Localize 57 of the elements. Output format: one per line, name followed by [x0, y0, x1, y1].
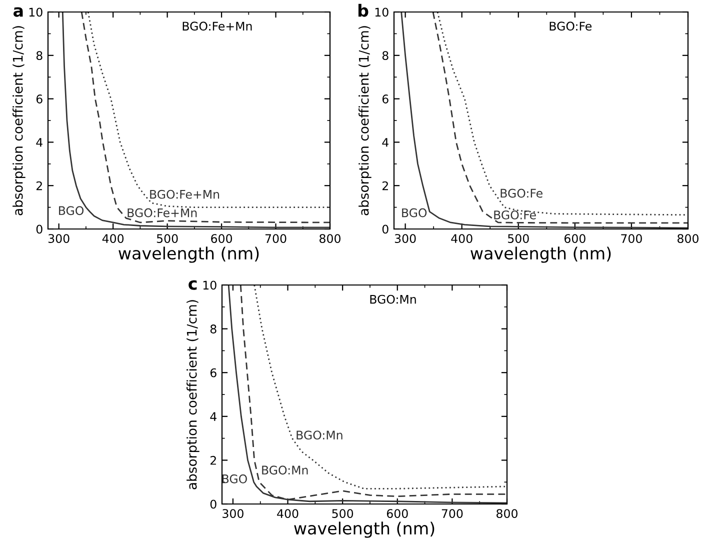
x-tick-label: 400: [102, 234, 124, 243]
chart-title: b: [358, 4, 368, 17]
x-tick-label: 600: [386, 509, 408, 518]
series-label: BGO:Mn: [296, 430, 342, 440]
x-axis-title: wavelength (nm): [294, 522, 434, 538]
y-tick-label: 6: [210, 368, 216, 378]
y-tick-label: 8: [382, 51, 388, 60]
x-tick-label: 700: [621, 234, 642, 243]
y-tick-label: 2: [382, 181, 388, 190]
y-tick-label: 4: [382, 138, 388, 147]
y-tick-label: 10: [29, 8, 42, 17]
y-tick-label: 2: [36, 181, 42, 190]
y-axis-title: absorption coefficient (1/cm): [358, 26, 372, 216]
series-label: BGO:Fe+Mn: [128, 208, 197, 218]
chart-title: a: [14, 7, 23, 17]
y-axis-title: absorption coefficient (1/cm): [12, 26, 26, 216]
x-tick-label: 600: [564, 234, 586, 243]
x-tick-label: 600: [211, 234, 232, 243]
y-tick-label: 2: [210, 456, 216, 465]
x-tick-label: 500: [156, 234, 178, 243]
series-label: BGO: [402, 208, 427, 218]
x-tick-label: 300: [394, 234, 416, 243]
series-label: BGO:Mn: [262, 466, 308, 475]
x-tick-label: 400: [451, 234, 472, 243]
x-tick-label: 700: [265, 234, 286, 243]
x-tick-label: 800: [678, 234, 698, 243]
series-label: BGO:Fe+Mn: [150, 190, 220, 199]
x-tick-label: 800: [320, 234, 340, 243]
x-axis-title: wavelength (nm): [470, 246, 611, 263]
y-tick-label: 10: [203, 280, 216, 290]
x-tick-label: 700: [442, 509, 463, 518]
x-tick-label: 400: [277, 509, 298, 518]
x-tick-label: 500: [508, 234, 529, 243]
y-tick-label: 8: [210, 324, 216, 334]
series-label: BGO:Fe: [494, 210, 536, 220]
x-tick-label: 300: [222, 509, 244, 518]
x-axis-title: wavelength (nm): [118, 246, 259, 263]
x-tick-label: 800: [496, 509, 518, 518]
y-tick-label: 0: [36, 224, 42, 234]
y-tick-label: 6: [36, 94, 42, 104]
y-tick-label: 6: [382, 94, 388, 104]
series-label: BGO:Fe: [500, 188, 542, 198]
series-label: BGO: [222, 474, 247, 484]
series-label: BGO: [59, 206, 84, 216]
y-tick-label: 4: [36, 138, 42, 147]
x-tick-label: 300: [48, 234, 70, 243]
annotation: BGO:Mn: [370, 294, 416, 304]
y-tick-label: 8: [36, 51, 42, 60]
annotation: BGO:Fe: [550, 22, 592, 31]
y-tick-label: 0: [210, 500, 216, 509]
y-tick-label: 10: [375, 8, 388, 17]
y-tick-label: 0: [382, 224, 388, 234]
y-tick-label: 4: [210, 412, 216, 421]
x-tick-label: 500: [332, 509, 354, 518]
annotation: BGO:Fe+Mn: [182, 22, 252, 31]
chart-title: c: [188, 280, 197, 290]
y-axis-title: absorption coefficient (1/cm): [186, 300, 200, 490]
